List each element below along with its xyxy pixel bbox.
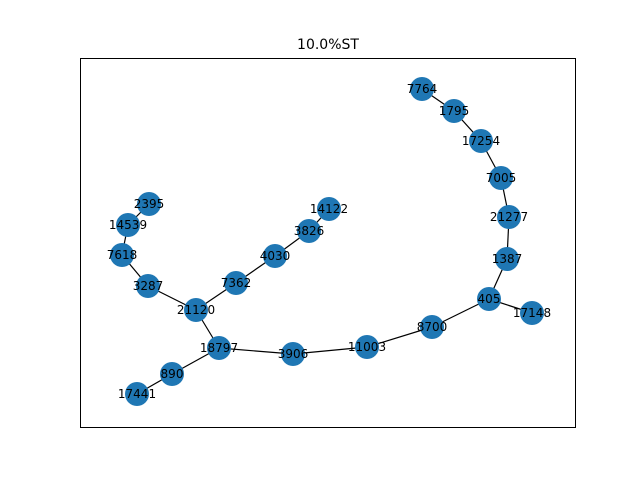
node-3287 xyxy=(136,274,160,298)
edge-11003-3906 xyxy=(292,346,368,355)
node-label-17148: 17148 xyxy=(513,306,551,320)
node-label-18797: 18797 xyxy=(200,341,238,355)
node-21120 xyxy=(184,298,208,322)
node-label-7005: 7005 xyxy=(486,171,517,185)
node-label-17254: 17254 xyxy=(462,134,500,148)
node-14539 xyxy=(116,213,140,237)
node-label-890: 890 xyxy=(161,367,184,381)
node-14122 xyxy=(317,197,341,221)
node-8700 xyxy=(420,315,444,339)
node-21277 xyxy=(497,205,521,229)
node-4030 xyxy=(263,244,287,268)
node-7362 xyxy=(224,271,248,295)
node-label-7764: 7764 xyxy=(407,82,438,96)
plot-frame xyxy=(80,58,576,428)
node-3906 xyxy=(281,342,305,366)
node-11003 xyxy=(355,335,379,359)
node-label-11003: 11003 xyxy=(348,340,386,354)
node-1795 xyxy=(442,99,466,123)
node-7005 xyxy=(489,166,513,190)
node-label-8700: 8700 xyxy=(417,320,448,334)
node-405 xyxy=(477,287,501,311)
node-label-7618: 7618 xyxy=(107,248,138,262)
node-17441 xyxy=(125,382,149,406)
node-label-7362: 7362 xyxy=(221,276,252,290)
node-17254 xyxy=(469,129,493,153)
node-label-17441: 17441 xyxy=(118,387,156,401)
node-1387 xyxy=(495,247,519,271)
node-label-3826: 3826 xyxy=(294,224,325,238)
node-label-14539: 14539 xyxy=(109,218,147,232)
node-17148 xyxy=(520,301,544,325)
chart-title: 10.0%ST xyxy=(297,37,359,53)
node-label-21120: 21120 xyxy=(177,303,215,317)
node-label-405: 405 xyxy=(478,292,501,306)
node-890 xyxy=(160,362,184,386)
node-7764 xyxy=(410,77,434,101)
node-label-3906: 3906 xyxy=(278,347,309,361)
node-label-3287: 3287 xyxy=(133,279,164,293)
node-2395 xyxy=(137,192,161,216)
node-label-1387: 1387 xyxy=(492,252,523,266)
node-label-4030: 4030 xyxy=(260,249,291,263)
node-18797 xyxy=(207,336,231,360)
node-7618 xyxy=(110,243,134,267)
node-label-1795: 1795 xyxy=(439,104,470,118)
node-label-21277: 21277 xyxy=(490,210,528,224)
node-label-14122: 14122 xyxy=(310,202,348,216)
edge-3906-18797 xyxy=(218,347,294,355)
node-label-2395: 2395 xyxy=(134,197,165,211)
node-3826 xyxy=(297,219,321,243)
